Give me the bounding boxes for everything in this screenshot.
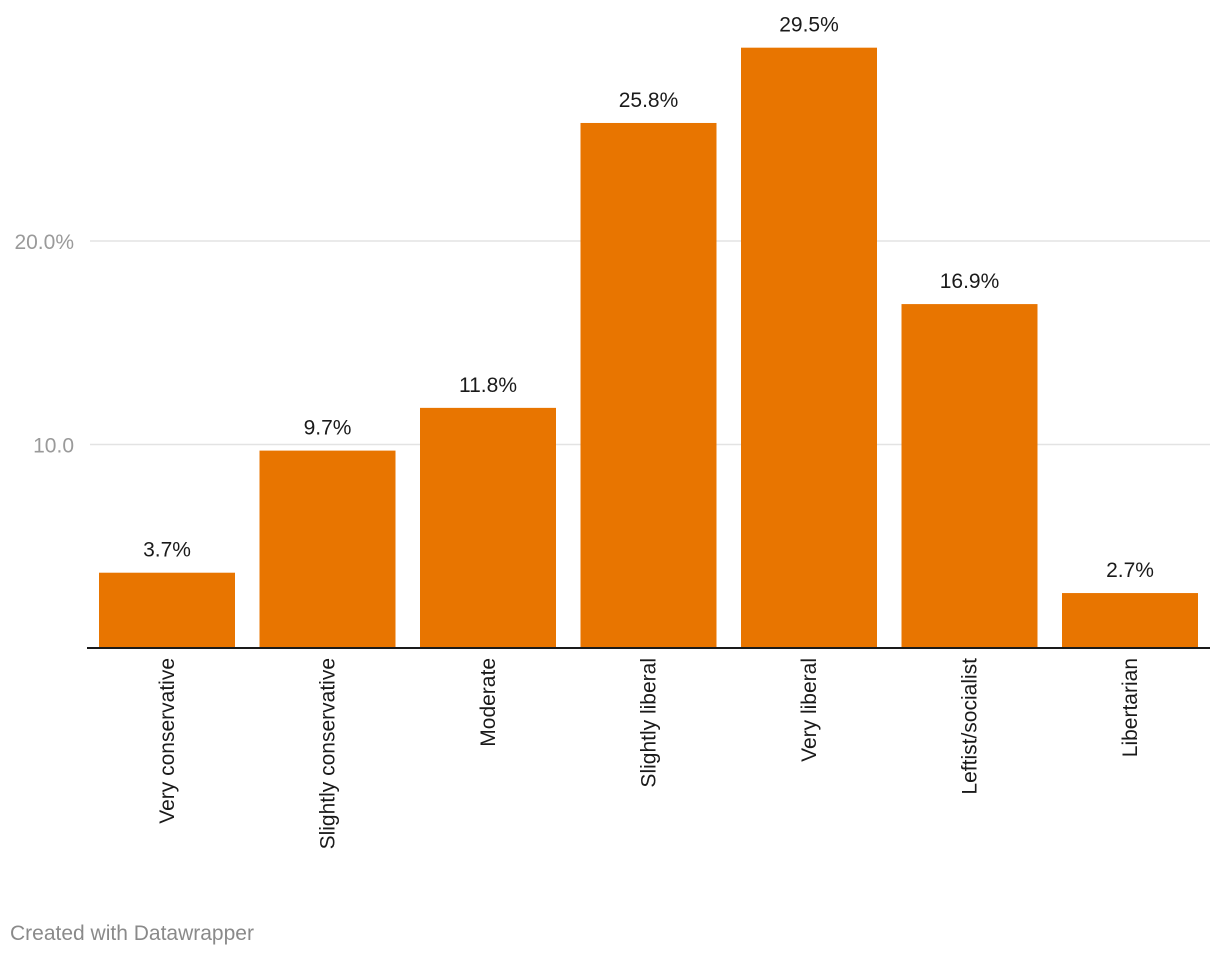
x-tick-label: Slightly liberal	[638, 658, 661, 788]
x-tick-label: Very conservative	[156, 658, 179, 824]
data-label: 9.7%	[304, 417, 352, 440]
bar-chart: 10.0 20.0% 3.7% Very conservative 9.7% Slight…	[14, 14, 1210, 849]
x-tick-label: Libertarian	[1119, 658, 1142, 757]
x-tick-label: Very liberal	[798, 658, 821, 762]
data-label: 25.8%	[619, 89, 679, 112]
bar	[99, 572, 235, 648]
y-tick-label: 20.0%	[14, 231, 74, 254]
data-label: 29.5%	[779, 14, 839, 37]
bar	[1062, 593, 1198, 648]
data-label: 2.7%	[1106, 559, 1154, 582]
data-label: 16.9%	[940, 270, 1000, 293]
bar	[901, 304, 1038, 648]
bar	[580, 122, 717, 649]
data-label: 3.7%	[143, 539, 191, 562]
x-tick-label: Moderate	[477, 658, 500, 747]
bar	[259, 450, 396, 648]
credit-footer: Created with Datawrapper	[10, 922, 254, 945]
bar	[741, 47, 877, 649]
x-tick-label: Leftist/socialist	[959, 658, 982, 795]
y-tick-label: 10.0	[33, 435, 74, 458]
bar	[420, 407, 556, 648]
data-label: 11.8%	[459, 374, 517, 397]
x-tick-label: Slightly conservative	[317, 658, 340, 849]
